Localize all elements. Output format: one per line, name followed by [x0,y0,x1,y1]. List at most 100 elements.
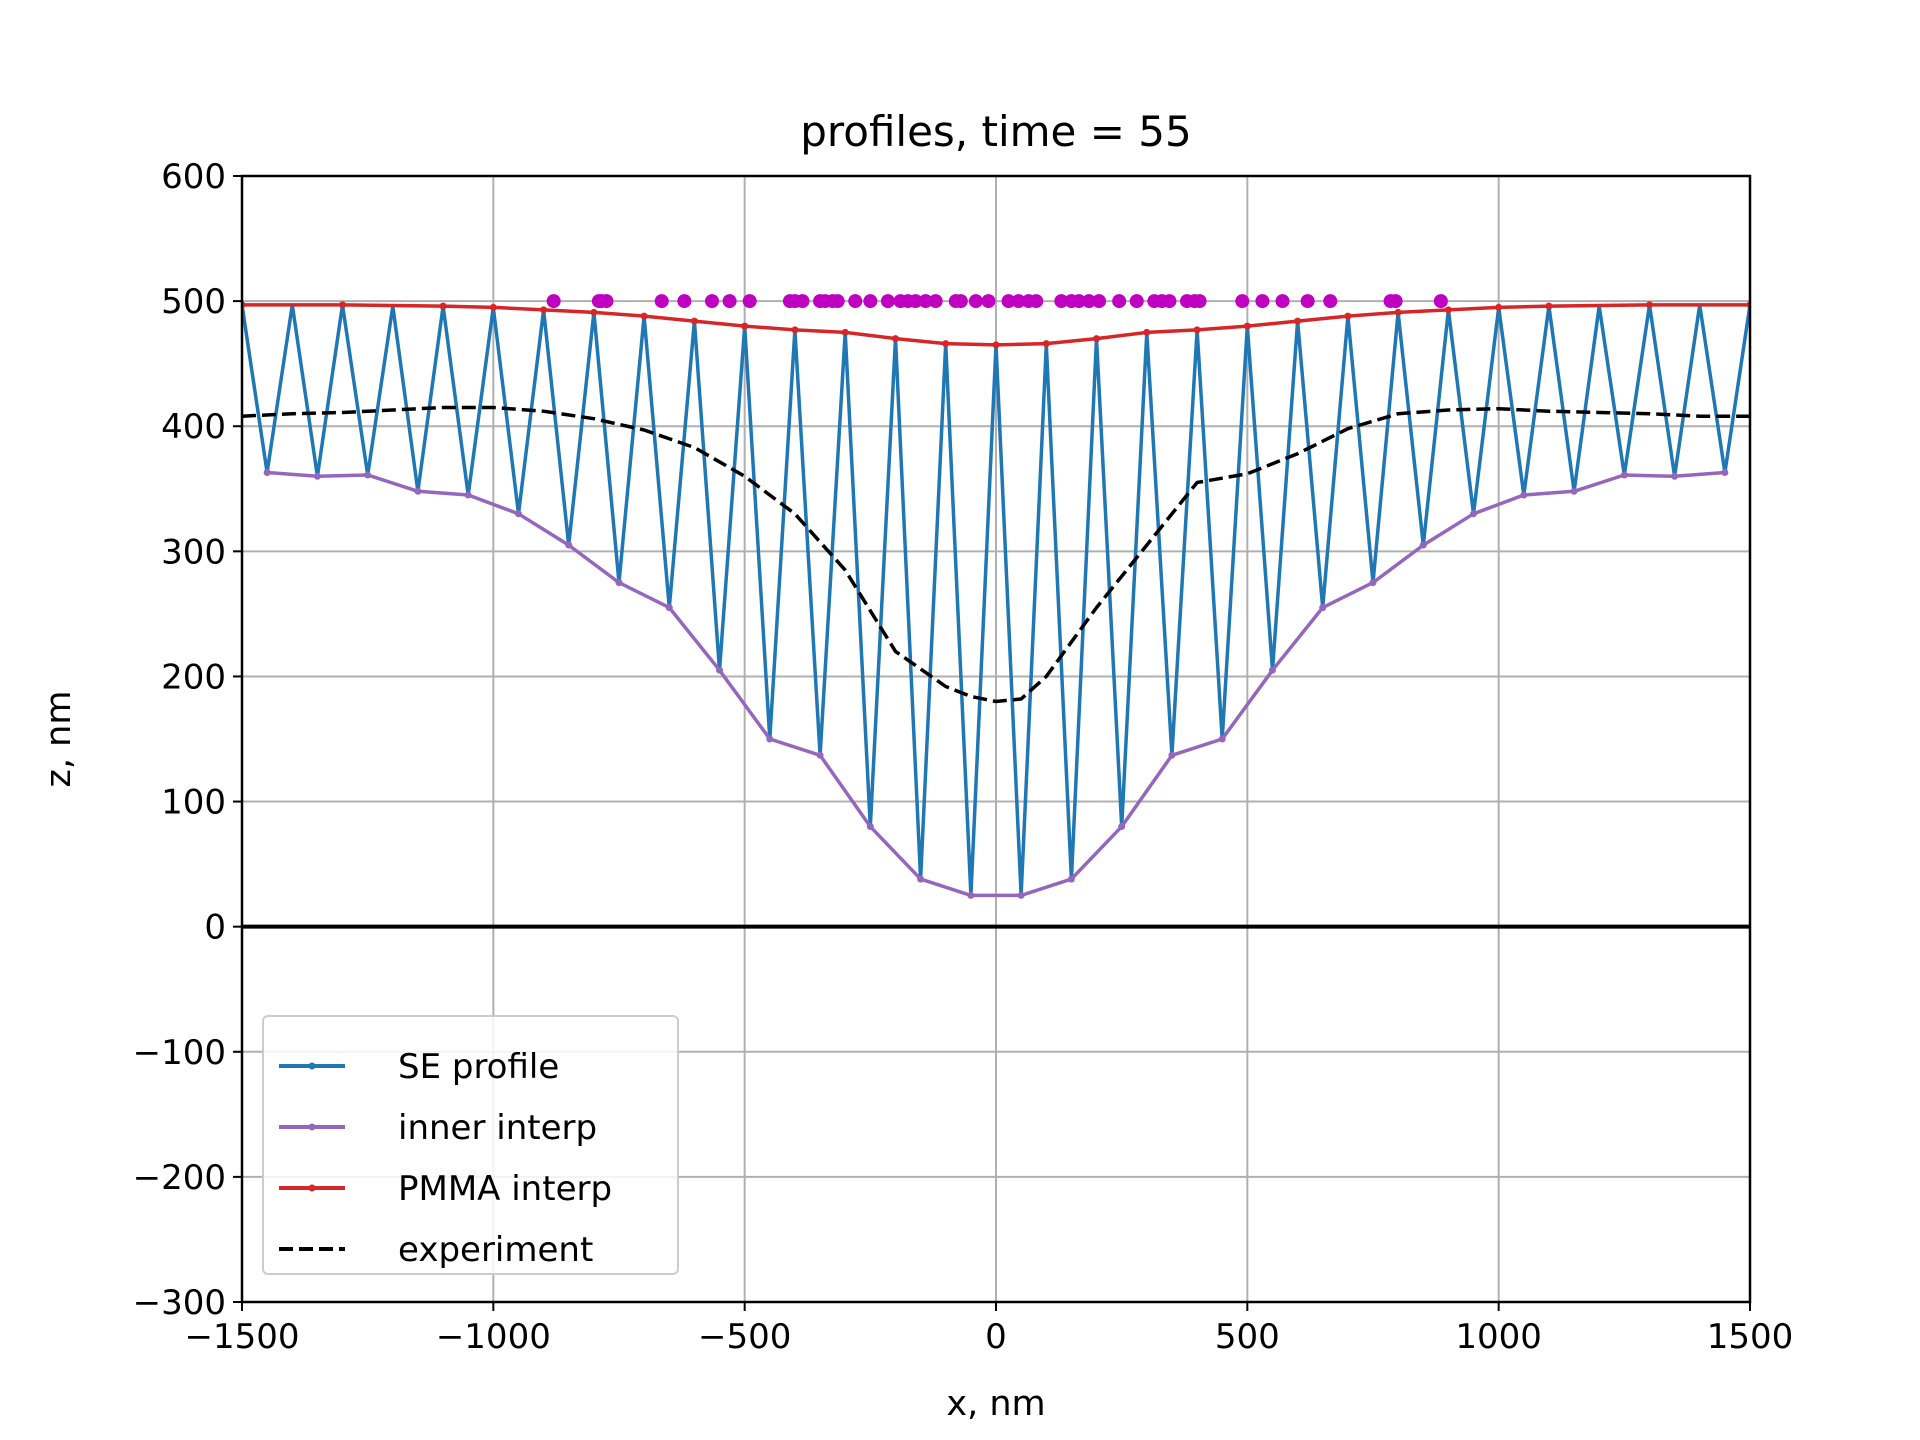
y-axis-label: z, nm [39,691,79,788]
series-point [414,487,422,495]
marker-point [953,294,968,309]
series-point [1545,302,1553,310]
series-point [1394,308,1402,316]
series-point [439,302,447,310]
series-point [891,335,899,343]
y-axis-ticks: −300 −200 −100 0 100 200 300 400 500 600 [133,157,242,1323]
series-point [1093,335,1101,343]
x-tick-label: −1000 [436,1317,551,1357]
series-point [942,340,950,348]
legend-label: SE profile [398,1047,559,1087]
series-point [565,541,573,549]
y-tick-label: 400 [161,407,226,447]
series-experiment-line [242,405,1750,704]
series-point [791,326,799,334]
series-point [1067,875,1075,883]
series-point [1118,823,1126,831]
series-point [464,491,472,499]
marker-point [1011,294,1026,309]
legend-swatch-point [308,1062,316,1070]
series-point [866,823,874,831]
series-point [1721,469,1729,477]
marker-point [928,294,943,309]
series-point [1444,306,1452,314]
x-tick-label: 1500 [1707,1317,1794,1357]
x-axis-label: x, nm [946,1384,1045,1424]
series-point [1193,326,1201,334]
y-tick-label: −300 [133,1283,226,1323]
series-point [514,510,522,518]
marker-point [1192,294,1207,309]
chart-title: profiles, time = 55 [800,107,1191,156]
plot-content [242,294,1750,929]
series-point [1620,471,1628,479]
series-point [741,322,749,330]
marker-point [1081,294,1096,309]
series-point [766,735,774,743]
series-point [1671,472,1679,480]
marker-point [863,294,878,309]
series-point [1419,541,1427,549]
marker-point [1433,294,1448,309]
series-point [615,579,623,587]
marker-point [1388,294,1403,309]
y-tick-label: 500 [161,282,226,322]
legend-swatch-point [308,1123,316,1131]
y-tick-label: −200 [133,1158,226,1198]
series-point [540,306,548,314]
marker-point [1162,294,1177,309]
marker-point [599,294,614,309]
series-point [1143,328,1151,336]
series-point [590,308,598,316]
series-point [1470,510,1478,518]
marker-point [968,294,983,309]
series-point [1344,312,1352,320]
series-point [1017,891,1025,899]
series-point [1495,303,1503,311]
series-point [1520,491,1528,499]
y-tick-label: 600 [161,157,226,197]
x-tick-label: −500 [698,1317,791,1357]
marker-point [546,294,561,309]
series-point [1268,666,1276,674]
series-point [690,317,698,325]
y-tick-label: 300 [161,532,226,572]
series-point [1570,487,1578,495]
marker-point [1001,294,1016,309]
marker-point [1029,294,1044,309]
series-point [967,891,975,899]
marker-point [1071,294,1086,309]
series-point [1042,340,1050,348]
series-inner-interp-line [266,470,1726,898]
series-point [640,312,648,320]
marker-point [1275,294,1290,309]
marker-point [722,294,737,309]
series-point [339,301,347,309]
plot-frame [240,174,1752,1304]
legend-label: experiment [398,1230,593,1270]
series-point [364,471,372,479]
y-tick-label: 0 [204,908,226,948]
marker-point [1300,294,1315,309]
series-point [1645,301,1653,309]
series-point [1218,735,1226,743]
legend-box [262,1015,679,1275]
marker-point [1129,294,1144,309]
y-tick-label: −100 [133,1033,226,1073]
series-point [716,666,724,674]
series-point [489,303,497,311]
marker-point [1112,294,1127,309]
x-tick-label: 1000 [1455,1317,1542,1357]
marker-point [1054,294,1069,309]
marker-point [880,294,895,309]
marker-point [1092,294,1107,309]
marker-point [704,294,719,309]
series-point [1294,317,1302,325]
x-tick-label: 0 [985,1317,1007,1357]
series-point [917,875,925,883]
legend-label: inner interp [398,1108,597,1148]
y-tick-label: 100 [161,783,226,823]
series-point [1168,751,1176,759]
series-point [1243,322,1251,330]
